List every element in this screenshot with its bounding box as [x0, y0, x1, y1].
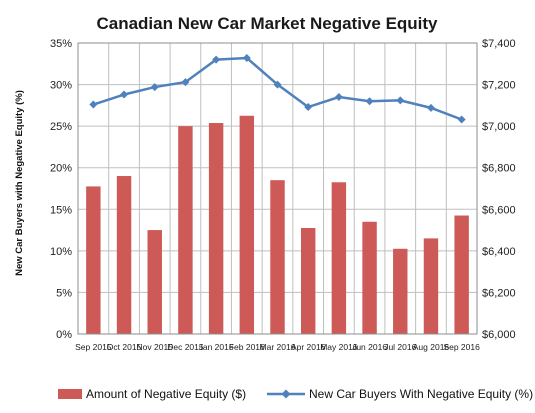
bar	[178, 126, 193, 335]
legend-line-label: New Car Buyers With Negative Equity (%)	[309, 387, 533, 401]
x-tick-label: Jun 2016	[352, 342, 387, 352]
axes: 0% $6,000 5% $6,200 10% $6,400 15% $6,600 20% $6,…	[50, 38, 516, 352]
x-tick-label: Apr 2016	[291, 342, 326, 352]
chart-title: Canadian New Car Market Negative Equity	[96, 14, 438, 33]
x-tick-label: Sep 2016	[443, 342, 480, 352]
x-tick-label: Sep 2015	[75, 342, 112, 352]
bar	[116, 176, 132, 334]
line-point	[426, 103, 435, 112]
line-point	[396, 96, 405, 105]
legend-bar-swatch	[58, 389, 82, 399]
bar	[147, 230, 162, 334]
y-left-tick-label: 30%	[50, 80, 72, 92]
line-point	[120, 90, 129, 99]
bar	[239, 115, 255, 334]
line-point	[457, 115, 466, 124]
y-right-tick-label: $6,000	[482, 329, 516, 341]
bar	[393, 248, 408, 334]
line-series	[89, 53, 466, 124]
bar	[86, 186, 101, 334]
line-point	[365, 97, 374, 106]
series-line	[92, 56, 463, 121]
y-left-tick-label: 15%	[50, 204, 72, 216]
line-point	[212, 55, 221, 64]
line-point	[181, 78, 190, 87]
y-right-tick-label: $7,200	[482, 80, 516, 92]
x-tick-label: Jan 2016	[199, 342, 234, 352]
line-point	[242, 53, 251, 62]
y-left-tick-label: 10%	[50, 246, 72, 258]
y-left-tick-label: 25%	[50, 121, 72, 133]
x-tick-label: Nov 2015	[137, 342, 174, 352]
legend-line-marker	[281, 389, 291, 399]
y-axis-left-title: New Car Buyers with Negative Equity (%)	[14, 90, 25, 276]
x-tick-label: May 2016	[320, 342, 358, 352]
y-right-tick-label: $6,200	[482, 287, 516, 299]
y-right-tick-label: $6,600	[482, 204, 516, 216]
bar	[362, 221, 377, 334]
y-right-tick-label: $6,800	[482, 163, 516, 175]
plot-area-border	[77, 42, 478, 335]
bar	[270, 180, 285, 334]
x-tick-label: Dec 2015	[167, 342, 204, 352]
x-tick-label: Mar 2016	[260, 342, 296, 352]
bar	[208, 123, 224, 335]
bar	[300, 227, 316, 334]
bar-series	[86, 115, 469, 335]
line-point	[89, 100, 98, 109]
y-left-tick-label: 0%	[56, 329, 72, 341]
y-left-tick-label: 5%	[56, 287, 72, 299]
x-tick-label: Jul 2016	[384, 342, 416, 352]
x-tick-label: Oct 2015	[107, 342, 142, 352]
y-right-tick-label: $7,400	[482, 38, 516, 50]
legend-bar-label: Amount of Negative Equity ($)	[86, 387, 246, 401]
y-left-tick-label: 35%	[50, 38, 72, 50]
y-left-tick-label: 20%	[50, 163, 72, 175]
y-right-tick-label: $7,000	[482, 121, 516, 133]
line-point	[273, 80, 282, 89]
line-point	[304, 103, 313, 112]
legend: Amount of Negative Equity ($) New Car Bu…	[58, 387, 533, 401]
x-tick-label: Feb 2016	[229, 342, 265, 352]
bar	[331, 182, 347, 334]
line-point	[334, 93, 343, 102]
bar	[454, 215, 469, 334]
line-point	[150, 83, 159, 92]
y-right-tick-label: $6,400	[482, 246, 516, 258]
x-tick-label: Aug 2016	[413, 342, 450, 352]
bar	[423, 238, 439, 334]
